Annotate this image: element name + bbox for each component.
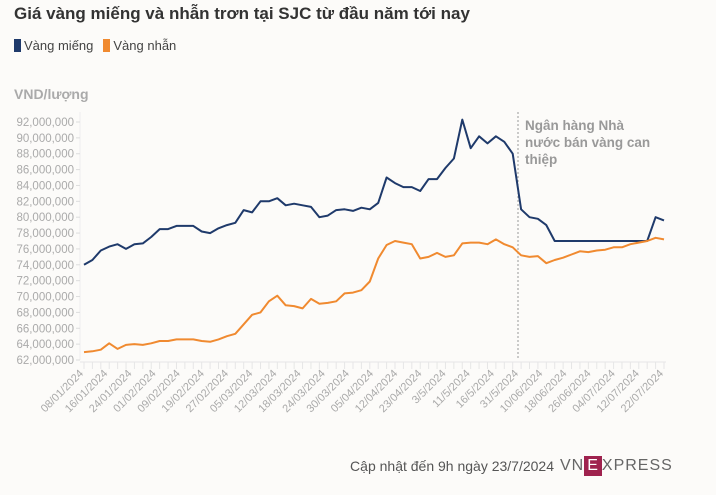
legend: Vàng miếng Vàng nhẫn bbox=[14, 38, 176, 53]
y-tick-label: 86,000,000 bbox=[16, 165, 74, 177]
y-tick-label: 70,000,000 bbox=[16, 292, 74, 304]
legend-label: Vàng nhẫn bbox=[113, 38, 177, 53]
y-tick-label: 88,000,000 bbox=[16, 149, 74, 161]
y-tick-label: 62,000,000 bbox=[16, 355, 74, 367]
y-axis-label: VND/lượng bbox=[14, 86, 89, 102]
legend-swatch bbox=[14, 39, 21, 52]
annotation-text: Ngân hàng Nhà nước bán vàng can thiệp bbox=[525, 118, 650, 167]
series-line-vang-mieng bbox=[83, 118, 665, 266]
y-tick-label: 92,000,000 bbox=[16, 117, 74, 129]
y-tick-label: 90,000,000 bbox=[16, 133, 74, 145]
legend-label: Vàng miếng bbox=[24, 38, 94, 53]
legend-swatch bbox=[103, 39, 111, 52]
series-line-vang-nhan bbox=[83, 236, 665, 354]
chart-title: Giá vàng miếng và nhẫn trơn tại SJC từ đ… bbox=[14, 4, 470, 23]
y-tick-label: 74,000,000 bbox=[16, 260, 74, 272]
y-tick-label: 82,000,000 bbox=[16, 196, 74, 208]
update-note: Cập nhật đến 9h ngày 23/7/2024 bbox=[350, 458, 554, 474]
y-tick-label: 76,000,000 bbox=[16, 244, 74, 256]
y-tick-label: 78,000,000 bbox=[16, 228, 74, 240]
vnexpress-logo: VN E XPRESS bbox=[560, 456, 673, 476]
y-tick-label: 80,000,000 bbox=[16, 212, 74, 224]
y-tick-label: 66,000,000 bbox=[16, 323, 74, 335]
legend-item-vang-mieng[interactable]: Vàng miếng bbox=[14, 38, 93, 53]
y-tick-label: 72,000,000 bbox=[16, 276, 74, 288]
y-tick-label: 64,000,000 bbox=[16, 339, 74, 351]
y-tick-label: 68,000,000 bbox=[16, 307, 74, 319]
legend-item-vang-nhan[interactable]: Vàng nhẫn bbox=[103, 38, 176, 53]
y-tick-label: 84,000,000 bbox=[16, 180, 74, 192]
